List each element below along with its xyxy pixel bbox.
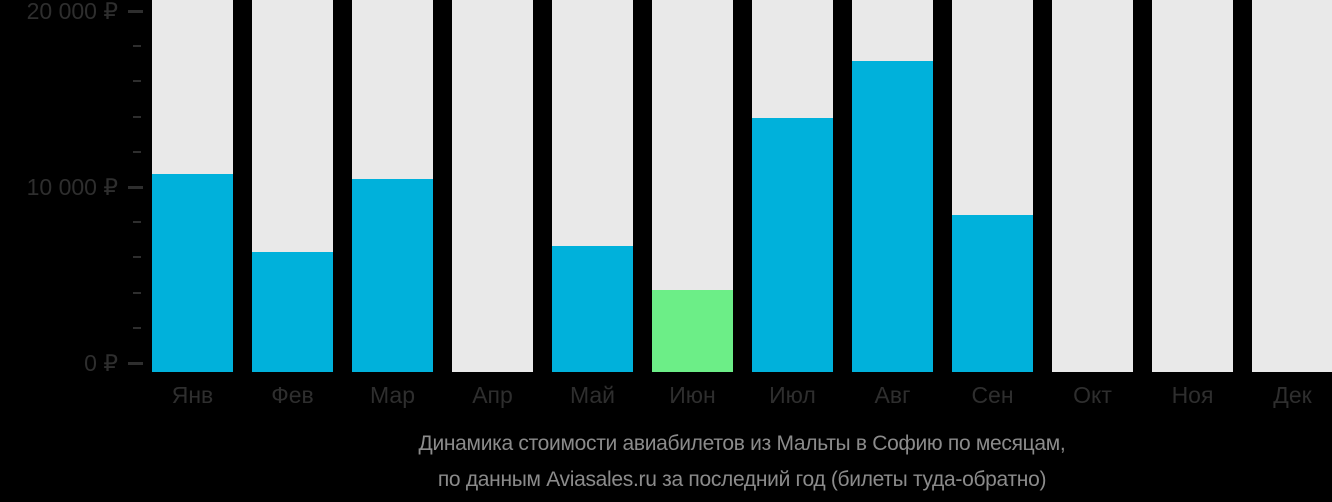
x-axis-month-label-Ноя: Ноя xyxy=(1171,382,1214,408)
column-background-Апр xyxy=(452,0,533,372)
x-axis-month-label-Июн: Июн xyxy=(669,382,716,408)
y-axis-minor-tick xyxy=(133,221,141,224)
price-bar-cheapest-Июн xyxy=(652,290,733,372)
x-axis-month-label-Окт: Окт xyxy=(1073,382,1112,408)
y-axis-major-tick xyxy=(128,361,143,365)
price-bar-Мар xyxy=(352,179,433,372)
y-axis-tick-label: 0 ₽ xyxy=(84,350,118,376)
price-bar-Сен xyxy=(952,214,1033,372)
x-axis-month-label-Апр: Апр xyxy=(472,382,513,408)
x-axis-month-label-Дек: Дек xyxy=(1273,382,1312,408)
x-axis-month-label-Сен: Сен xyxy=(971,382,1014,408)
x-axis-month-label-Мар: Мар xyxy=(369,382,415,408)
price-bar-Май xyxy=(552,245,633,372)
price-bar-Фев xyxy=(252,251,333,372)
column-background-Окт xyxy=(1052,0,1133,372)
y-axis-major-tick xyxy=(128,185,143,189)
x-axis-month-label-Янв: Янв xyxy=(171,382,214,408)
y-axis-minor-tick xyxy=(133,45,141,48)
price-bar-Янв xyxy=(152,173,233,372)
column-background-Дек xyxy=(1252,0,1332,372)
y-axis-tick-label: 20 000 ₽ xyxy=(26,0,118,24)
y-axis-minor-tick xyxy=(133,326,141,329)
y-axis-minor-tick xyxy=(133,150,141,153)
x-axis-month-label-Авг: Авг xyxy=(874,382,911,408)
chart-title-line1: Динамика стоимости авиабилетов из Мальты… xyxy=(418,432,1066,455)
price-bar-Авг xyxy=(852,60,933,372)
column-background-Ноя xyxy=(1152,0,1233,372)
price-bar-Июл xyxy=(752,118,833,372)
y-axis-major-tick xyxy=(128,9,143,13)
x-axis-month-label-Фев: Фев xyxy=(271,382,314,408)
y-axis-minor-tick xyxy=(133,115,141,118)
y-axis-minor-tick xyxy=(133,256,141,259)
y-axis-tick-label: 10 000 ₽ xyxy=(26,174,118,200)
y-axis-minor-tick xyxy=(133,291,141,294)
y-axis-minor-tick xyxy=(133,80,141,83)
x-axis-month-label-Май: Май xyxy=(569,382,616,408)
x-axis-month-label-Июл: Июл xyxy=(769,382,816,408)
chart-title-line2: по данным Aviasales.ru за последний год … xyxy=(437,468,1047,491)
